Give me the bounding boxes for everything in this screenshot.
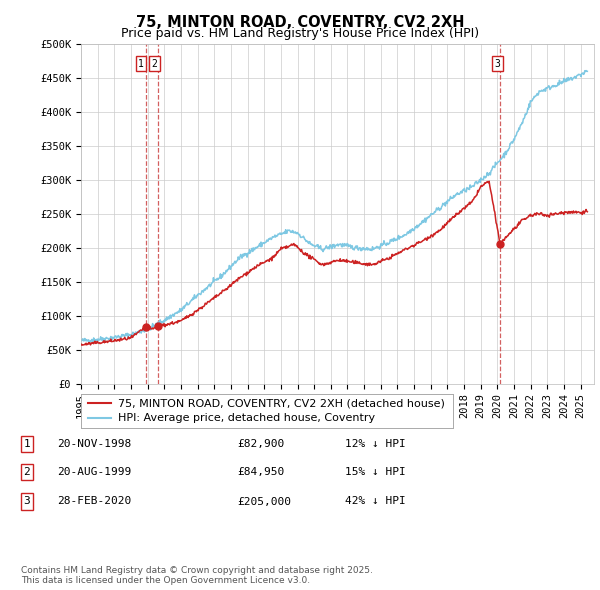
Text: 12% ↓ HPI: 12% ↓ HPI bbox=[345, 439, 406, 448]
Text: 2: 2 bbox=[151, 59, 157, 69]
Text: 42% ↓ HPI: 42% ↓ HPI bbox=[345, 497, 406, 506]
Text: 75, MINTON ROAD, COVENTRY, CV2 2XH: 75, MINTON ROAD, COVENTRY, CV2 2XH bbox=[136, 15, 464, 30]
Text: Price paid vs. HM Land Registry's House Price Index (HPI): Price paid vs. HM Land Registry's House … bbox=[121, 27, 479, 40]
Text: 15% ↓ HPI: 15% ↓ HPI bbox=[345, 467, 406, 477]
Text: £82,900: £82,900 bbox=[237, 439, 284, 448]
Text: 28-FEB-2020: 28-FEB-2020 bbox=[57, 497, 131, 506]
Text: £84,950: £84,950 bbox=[237, 467, 284, 477]
Text: 1: 1 bbox=[23, 439, 31, 448]
Text: 1: 1 bbox=[138, 59, 144, 69]
Text: HPI: Average price, detached house, Coventry: HPI: Average price, detached house, Cove… bbox=[118, 413, 376, 423]
Text: 20-NOV-1998: 20-NOV-1998 bbox=[57, 439, 131, 448]
Text: Contains HM Land Registry data © Crown copyright and database right 2025.
This d: Contains HM Land Registry data © Crown c… bbox=[21, 566, 373, 585]
Text: 3: 3 bbox=[23, 497, 31, 506]
Text: 20-AUG-1999: 20-AUG-1999 bbox=[57, 467, 131, 477]
Text: 75, MINTON ROAD, COVENTRY, CV2 2XH (detached house): 75, MINTON ROAD, COVENTRY, CV2 2XH (deta… bbox=[118, 398, 445, 408]
Text: 2: 2 bbox=[23, 467, 31, 477]
Text: £205,000: £205,000 bbox=[237, 497, 291, 506]
Text: 3: 3 bbox=[494, 59, 500, 69]
